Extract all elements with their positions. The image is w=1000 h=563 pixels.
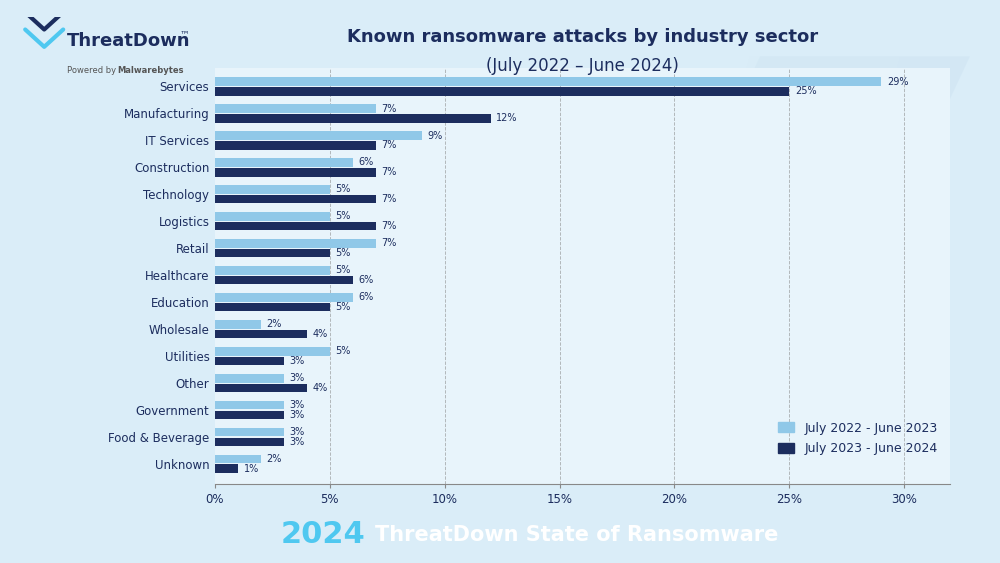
Text: 2024: 2024 bbox=[280, 520, 365, 549]
Bar bbox=[215, 249, 330, 257]
Text: 5%: 5% bbox=[336, 212, 351, 221]
Bar bbox=[215, 276, 353, 284]
Bar bbox=[215, 303, 330, 311]
Bar bbox=[215, 131, 422, 140]
Bar bbox=[215, 158, 353, 167]
Text: 5%: 5% bbox=[336, 185, 351, 194]
Text: 3%: 3% bbox=[290, 356, 305, 366]
Text: 7%: 7% bbox=[382, 238, 397, 248]
Bar bbox=[215, 383, 307, 392]
Text: 4%: 4% bbox=[313, 329, 328, 339]
Text: 7%: 7% bbox=[382, 194, 397, 204]
Text: 9%: 9% bbox=[427, 131, 443, 141]
Bar bbox=[215, 410, 284, 419]
Bar bbox=[215, 374, 284, 382]
Bar bbox=[215, 239, 376, 248]
Bar bbox=[215, 222, 376, 230]
Bar bbox=[215, 293, 353, 302]
Bar bbox=[215, 330, 307, 338]
Bar bbox=[215, 347, 330, 356]
Bar bbox=[215, 114, 491, 123]
Text: 1%: 1% bbox=[244, 464, 259, 474]
Bar bbox=[215, 455, 261, 463]
Text: ThreatDown State of Ransomware: ThreatDown State of Ransomware bbox=[375, 525, 778, 545]
Bar bbox=[215, 437, 284, 446]
Text: 25%: 25% bbox=[795, 86, 817, 96]
Bar bbox=[215, 168, 376, 177]
Text: 7%: 7% bbox=[382, 140, 397, 150]
Text: 5%: 5% bbox=[336, 346, 351, 356]
Bar bbox=[215, 356, 284, 365]
Text: 7%: 7% bbox=[382, 104, 397, 114]
Text: 2%: 2% bbox=[267, 454, 282, 464]
Text: 6%: 6% bbox=[359, 275, 374, 285]
Text: 5%: 5% bbox=[336, 265, 351, 275]
Bar bbox=[215, 77, 881, 86]
Text: 6%: 6% bbox=[359, 158, 374, 167]
Text: 4%: 4% bbox=[313, 383, 328, 393]
Text: (July 2022 – June 2024): (July 2022 – June 2024) bbox=[486, 57, 679, 75]
Text: 7%: 7% bbox=[382, 167, 397, 177]
Bar bbox=[215, 401, 284, 409]
Text: 5%: 5% bbox=[336, 302, 351, 312]
Text: 5%: 5% bbox=[336, 248, 351, 258]
Bar bbox=[215, 266, 330, 275]
Bar bbox=[215, 464, 238, 473]
Bar bbox=[215, 320, 261, 329]
Bar bbox=[215, 87, 789, 96]
Text: 2%: 2% bbox=[267, 319, 282, 329]
Text: 29%: 29% bbox=[887, 77, 908, 87]
Text: ™: ™ bbox=[180, 29, 190, 39]
Text: ThreatDown: ThreatDown bbox=[67, 32, 190, 50]
Text: 7%: 7% bbox=[382, 221, 397, 231]
Text: Powered by: Powered by bbox=[67, 66, 119, 75]
Bar bbox=[215, 185, 330, 194]
Bar bbox=[215, 104, 376, 113]
Text: 3%: 3% bbox=[290, 437, 305, 447]
Text: Known ransomware attacks by industry sector: Known ransomware attacks by industry sec… bbox=[347, 28, 818, 46]
Text: Malwarebytes: Malwarebytes bbox=[117, 66, 184, 75]
Text: 3%: 3% bbox=[290, 400, 305, 410]
Bar bbox=[215, 195, 376, 203]
Bar bbox=[215, 212, 330, 221]
Bar bbox=[215, 428, 284, 436]
Text: 12%: 12% bbox=[496, 113, 518, 123]
Bar bbox=[215, 141, 376, 150]
Text: 3%: 3% bbox=[290, 427, 305, 437]
Text: 6%: 6% bbox=[359, 292, 374, 302]
Text: 3%: 3% bbox=[290, 410, 305, 420]
Text: 3%: 3% bbox=[290, 373, 305, 383]
Legend: July 2022 - June 2023, July 2023 - June 2024: July 2022 - June 2023, July 2023 - June … bbox=[772, 415, 944, 461]
